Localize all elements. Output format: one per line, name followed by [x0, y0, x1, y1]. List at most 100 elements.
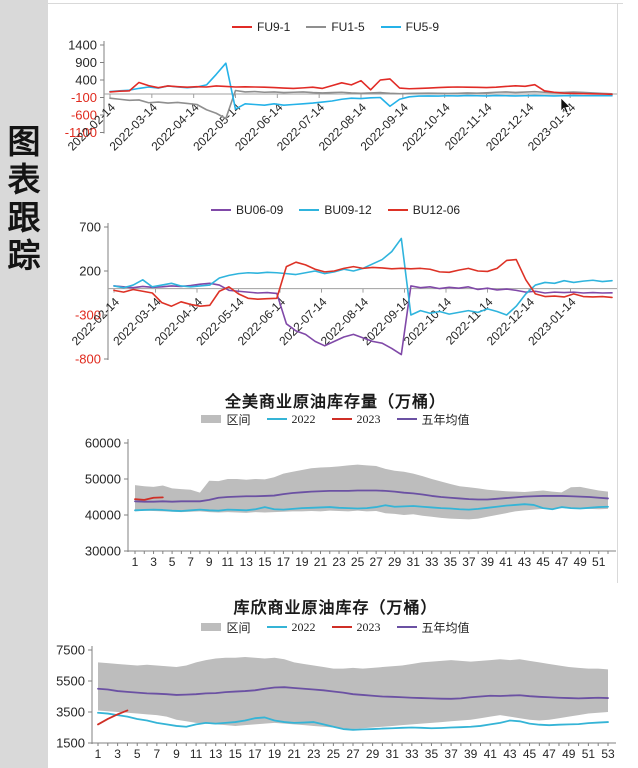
legend-label: 区间	[226, 412, 251, 427]
chart-1-plot: 1400900400-100-600-11002022-02-142022-03…	[65, 38, 617, 154]
series-2022	[97, 711, 609, 731]
legend-item-FU9-1: FU9-1	[231, 20, 291, 34]
chart-1-legend: FU9-1 FU1-5 FU5-9	[48, 20, 623, 34]
legend-label: FU1-5	[331, 20, 365, 34]
x-tick-label: 31	[407, 555, 421, 569]
x-tick-label: 3	[114, 747, 121, 761]
sidebar-title: 图 表 跟 踪	[0, 124, 48, 276]
legend-label: 2022	[291, 619, 316, 634]
legend-item-2022: 2022	[266, 412, 316, 427]
legend-label: BU09-12	[324, 203, 372, 217]
series-FU9-1	[109, 78, 613, 96]
x-tick-label: 19	[295, 555, 309, 569]
page-border-top	[48, 3, 623, 4]
line-swatch-icon	[331, 418, 352, 420]
x-tick-label: 15	[229, 747, 243, 761]
legend-label: 区间	[226, 620, 251, 635]
chart-4-title: 库欣商业原油库存（万桶）	[233, 600, 438, 617]
y-tick-label: -100	[71, 90, 97, 105]
sidebar-title-char: 图	[7, 125, 41, 161]
y-tick-label: 50000	[85, 472, 121, 487]
series-五年均值	[134, 489, 609, 503]
x-tick-label: 21	[287, 747, 301, 761]
y-tick-label: 900	[75, 55, 97, 70]
x-tick-label: 11	[222, 555, 235, 569]
x-tick-label: 5	[169, 555, 176, 569]
sidebar-title-char: 表	[7, 163, 41, 199]
x-tick-label: 27	[369, 555, 383, 569]
y-tick-label: 7500	[56, 643, 85, 658]
y-tick-label: 1400	[68, 38, 97, 53]
x-tick-label: 43	[518, 555, 532, 569]
legend-label: FU9-1	[256, 20, 291, 34]
legend-label: BU12-06	[412, 203, 461, 217]
legend-label: FU5-9	[405, 20, 440, 34]
x-tick-label: 53	[601, 747, 615, 761]
legend-item-2022: 2022	[266, 619, 316, 635]
x-tick-label: 9	[206, 555, 213, 569]
legend-item-五年均值: 五年均值	[396, 619, 470, 636]
x-tick-label: 45	[536, 555, 550, 569]
legend-item-区间: 区间	[201, 619, 251, 636]
x-tick-label: 33	[405, 747, 419, 761]
x-tick-label: 1	[132, 555, 139, 569]
y-tick-label: 60000	[85, 436, 121, 451]
x-tick-label: 29	[388, 555, 402, 569]
line-swatch-icon	[396, 418, 417, 420]
legend-item-FU5-9: FU5-9	[380, 20, 440, 34]
x-tick-label: 1	[95, 747, 102, 761]
line-swatch-icon	[299, 209, 320, 211]
band-swatch-icon	[201, 623, 222, 631]
series-2022	[134, 503, 609, 512]
x-tick-label: 25	[351, 555, 365, 569]
chart-2-plot: 700200-300-8002022-02-142022-03-142022-0…	[69, 220, 617, 367]
chart-3-title: 全美商业原油库存量（万桶）	[224, 394, 446, 411]
line-swatch-icon	[396, 626, 417, 628]
x-tick-label: 39	[464, 747, 478, 761]
y-tick-label: 40000	[85, 508, 121, 523]
line-swatch-icon	[380, 26, 401, 28]
x-tick-label: 27	[346, 747, 360, 761]
x-tick-label: 17	[248, 747, 262, 761]
y-tick-label: -800	[75, 352, 101, 367]
x-tick-label: 51	[582, 747, 596, 761]
chart-2-legend: BU06-09 BU09-12 BU12-06	[48, 203, 623, 217]
line-swatch-icon	[331, 626, 352, 628]
x-tick-label: 19	[268, 747, 282, 761]
line-swatch-icon	[266, 418, 287, 420]
line-swatch-icon	[210, 209, 231, 211]
x-tick-label: 3	[150, 555, 157, 569]
x-tick-label: 23	[332, 555, 346, 569]
x-tick-label: 47	[542, 747, 556, 761]
x-tick-label: 13	[209, 747, 223, 761]
x-tick-label: 39	[481, 555, 495, 569]
x-tick-label: 25	[327, 747, 341, 761]
legend-item-BU12-06: BU12-06	[387, 203, 461, 217]
x-tick-label: 35	[444, 555, 458, 569]
legend-item-五年均值: 五年均值	[396, 411, 470, 428]
series-FU1-5	[109, 89, 613, 120]
sidebar-title-char: 踪	[7, 239, 41, 275]
x-tick-label: 7	[154, 747, 161, 761]
line-swatch-icon	[231, 26, 252, 28]
legend-label: BU06-09	[235, 203, 284, 217]
x-tick-label: 7	[187, 555, 194, 569]
y-tick-label: -1100	[65, 125, 97, 140]
legend-label: 五年均值	[421, 620, 470, 635]
y-tick-label: -300	[75, 308, 101, 323]
x-tick-label: 43	[503, 747, 517, 761]
mouse-cursor	[560, 97, 571, 114]
y-tick-label: 400	[75, 73, 97, 88]
x-tick-label: 31	[386, 747, 400, 761]
page-border-right	[617, 3, 618, 583]
x-tick-label: 33	[425, 555, 439, 569]
y-tick-label: 200	[79, 264, 101, 279]
range-band	[98, 656, 608, 730]
y-tick-label: 30000	[85, 544, 121, 559]
x-tick-label: 21	[314, 555, 328, 569]
x-tick-label: 9	[173, 747, 180, 761]
legend-label: 2023	[356, 411, 381, 426]
x-tick-label: 23	[307, 747, 321, 761]
